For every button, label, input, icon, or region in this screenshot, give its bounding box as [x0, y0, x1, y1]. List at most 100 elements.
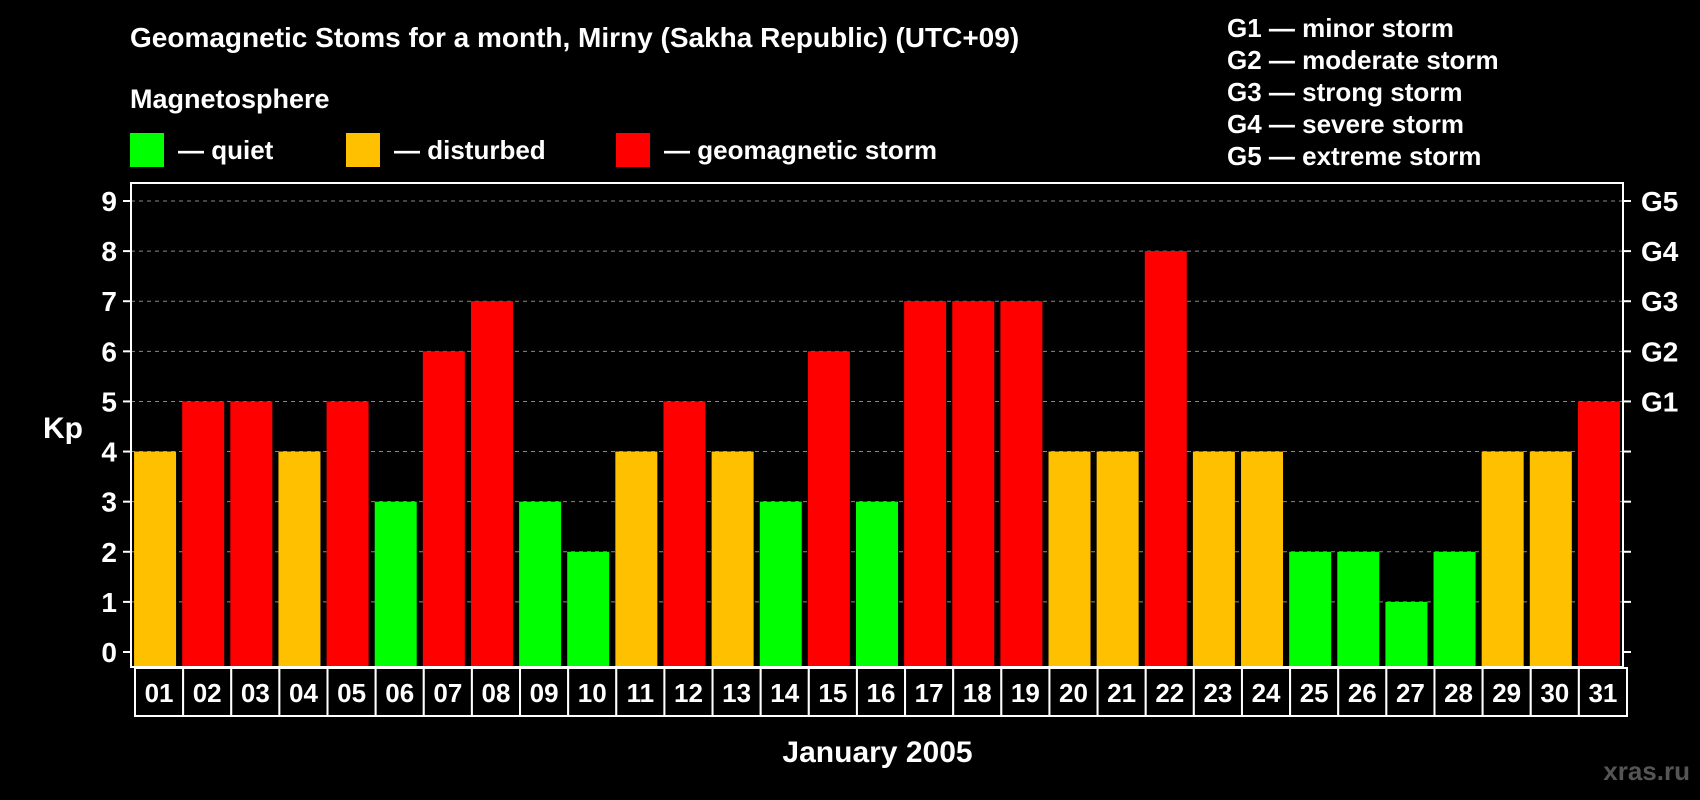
bar-25 [1289, 551, 1332, 667]
ytick-label-8: 8 [101, 236, 117, 267]
bar-24 [1241, 451, 1284, 667]
date-label-21: 21 [1107, 678, 1136, 708]
g4-legend: G4 — severe storm [1227, 109, 1465, 139]
date-label-28: 28 [1444, 678, 1473, 708]
date-box-25 [1289, 667, 1340, 717]
date-box-06 [374, 667, 425, 717]
bar-17 [904, 301, 947, 667]
legend-item-storm: — geomagnetic storm [616, 133, 937, 167]
date-box-11 [615, 667, 666, 717]
date-label-20: 20 [1059, 678, 1088, 708]
g-label-G1: G1 [1641, 386, 1678, 417]
date-label-22: 22 [1155, 678, 1184, 708]
ytick-label-2: 2 [101, 537, 117, 568]
ytick-label-3: 3 [101, 487, 117, 518]
date-label-17: 17 [915, 678, 944, 708]
legend-label-storm: — geomagnetic storm [664, 134, 938, 165]
bar-19 [1000, 301, 1043, 667]
date-box-01 [134, 667, 185, 717]
date-label-01: 01 [145, 678, 174, 708]
g-label-G3: G3 [1641, 286, 1678, 317]
date-label-14: 14 [770, 678, 799, 708]
date-label-15: 15 [818, 678, 847, 708]
bar-13 [711, 451, 754, 667]
storm-swatch [616, 133, 650, 167]
date-box-13 [711, 667, 762, 717]
legend-label-disturbed: — disturbed [394, 134, 546, 165]
date-box-21 [1096, 667, 1147, 717]
ytick-label-7: 7 [101, 286, 117, 317]
date-box-30 [1529, 667, 1580, 717]
legend-subtitle: Magnetosphere [130, 84, 330, 114]
bar-05 [326, 401, 369, 667]
date-label-24: 24 [1252, 678, 1281, 708]
date-label-08: 08 [482, 678, 511, 708]
date-box-18 [952, 667, 1003, 717]
bar-01 [134, 451, 177, 667]
bar-15 [807, 351, 850, 667]
date-label-29: 29 [1492, 678, 1521, 708]
date-box-09 [519, 667, 570, 717]
date-box-03 [230, 667, 281, 717]
date-box-20 [1048, 667, 1099, 717]
date-box-15 [807, 667, 858, 717]
date-label-19: 19 [1011, 678, 1040, 708]
bar-23 [1192, 451, 1235, 667]
bar-29 [1481, 451, 1524, 667]
bar-26 [1337, 551, 1380, 667]
ytick-label-5: 5 [101, 386, 117, 417]
bar-04 [278, 451, 321, 667]
date-label-06: 06 [385, 678, 414, 708]
date-label-25: 25 [1300, 678, 1329, 708]
date-box-24 [1240, 667, 1292, 717]
bar-02 [182, 401, 225, 667]
g2-legend: G2 — moderate storm [1227, 45, 1499, 75]
date-box-29 [1481, 667, 1532, 717]
bar-11 [615, 451, 658, 667]
date-label-18: 18 [963, 678, 992, 708]
bar-28 [1433, 551, 1476, 667]
bar-09 [519, 501, 562, 667]
date-label-02: 02 [193, 678, 222, 708]
g-label-G2: G2 [1641, 336, 1678, 367]
date-label-04: 04 [289, 678, 318, 708]
g5-legend: G5 — extreme storm [1227, 141, 1482, 171]
bar-16 [856, 501, 898, 667]
date-label-30: 30 [1540, 678, 1569, 708]
ytick-label-4: 4 [101, 437, 117, 468]
date-label-07: 07 [433, 678, 462, 708]
date-label-13: 13 [722, 678, 751, 708]
date-label-09: 09 [530, 678, 559, 708]
bar-07 [422, 351, 465, 667]
date-label-03: 03 [241, 678, 270, 708]
bar-14 [759, 501, 802, 667]
bar-10 [567, 551, 610, 667]
date-box-19 [1000, 667, 1051, 717]
date-box-04 [278, 667, 329, 717]
date-label-23: 23 [1203, 678, 1232, 708]
g-scale-legend: G1 — minor storm G2 — moderate storm G3 … [1227, 12, 1499, 172]
date-box-22 [1144, 667, 1195, 717]
ytick-label-1: 1 [101, 587, 117, 618]
g-label-G4: G4 [1641, 236, 1679, 267]
legend-item-quiet: — quiet [130, 133, 273, 167]
legend-label-quiet: — quiet [178, 134, 274, 165]
bar-18 [952, 301, 995, 667]
date-box-31 [1577, 667, 1629, 717]
bar-08 [470, 301, 513, 667]
date-label-31: 31 [1588, 678, 1617, 708]
date-label-16: 16 [867, 678, 896, 708]
ytick-label-0: 0 [101, 637, 117, 668]
date-label-10: 10 [578, 678, 607, 708]
g-label-G5: G5 [1641, 186, 1678, 217]
date-label-26: 26 [1348, 678, 1377, 708]
disturbed-swatch [346, 133, 380, 167]
date-label-27: 27 [1396, 678, 1425, 708]
date-box-05 [326, 667, 377, 717]
bar-21 [1096, 451, 1139, 667]
bar-30 [1529, 451, 1572, 667]
bar-31 [1577, 401, 1620, 667]
watermark: xras.ru [1603, 756, 1690, 786]
g1-legend: G1 — minor storm [1227, 13, 1454, 43]
